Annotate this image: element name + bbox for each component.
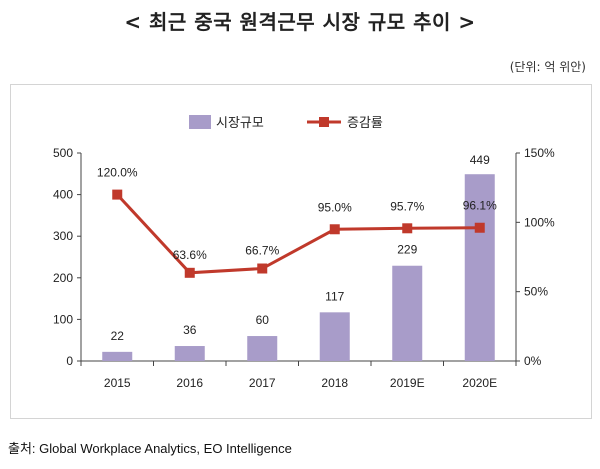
- bar-label: 229: [397, 243, 417, 257]
- bar-label: 117: [325, 289, 344, 303]
- right-tick-label: 50%: [524, 285, 548, 299]
- combo-chart: 시장규모 증감률 0 100 200 300 400 500 0% 50% 100% 150% 2015…: [53, 115, 555, 390]
- left-tick-label: 400: [53, 188, 73, 202]
- bar-2015: [102, 351, 133, 361]
- bar-label: 60: [256, 313, 270, 327]
- growth-point-2019E: [402, 223, 413, 234]
- left-tick-label: 100: [53, 312, 73, 326]
- growth-point-2018: [329, 224, 340, 235]
- x-tick-label: 2016: [176, 376, 203, 390]
- bar-label: 22: [111, 329, 125, 343]
- x-tick-label: 2019E: [390, 376, 425, 390]
- growth-label: 96.1%: [463, 199, 497, 213]
- x-tick-label: 2018: [321, 376, 348, 390]
- bar-2020E: [464, 174, 495, 361]
- left-tick-label: 200: [53, 271, 73, 285]
- x-tick-label: 2015: [104, 376, 131, 390]
- growth-rate-line: [116, 193, 480, 275]
- bar-2017: [247, 336, 278, 361]
- growth-label: 95.7%: [390, 199, 424, 213]
- right-tick-label: 100%: [524, 215, 555, 229]
- legend-bar-swatch: [189, 115, 211, 129]
- chart-frame: 시장규모 증감률 0 100 200 300 400 500 0% 50% 100% 150% 2015…: [10, 84, 592, 419]
- growth-point-2020E: [474, 222, 485, 233]
- left-tick-label: 0: [66, 354, 73, 368]
- source-note: 출처: Global Workplace Analytics, EO Intel…: [8, 441, 292, 456]
- bar-2016: [174, 346, 205, 361]
- right-tick-label: 0%: [524, 354, 542, 368]
- bar-2018: [319, 312, 350, 361]
- x-tick-label: 2017: [249, 376, 276, 390]
- growth-label: 63.6%: [173, 248, 207, 262]
- right-tick-label: 150%: [524, 146, 555, 160]
- growth-label: 66.7%: [245, 244, 279, 258]
- page-title: < 최근 중국 원격근무 시장 규모 추이 >: [124, 10, 476, 34]
- growth-label: 120.0%: [97, 166, 138, 180]
- bar-label: 449: [470, 153, 490, 167]
- left-tick-label: 500: [53, 146, 73, 160]
- growth-point-2016: [184, 267, 195, 278]
- legend-label-market-size: 시장규모: [216, 115, 264, 130]
- growth-label: 95.0%: [318, 200, 352, 214]
- legend-line-marker: [319, 117, 329, 127]
- x-tick-label: 2020E: [462, 376, 497, 390]
- legend-label-growth-rate: 증감률: [347, 115, 383, 130]
- unit-label: (단위: 억 위안): [509, 60, 586, 74]
- left-tick-label: 300: [53, 229, 73, 243]
- growth-point-2015: [112, 189, 123, 200]
- bar-2019E: [392, 265, 423, 361]
- bar-label: 36: [183, 323, 197, 337]
- growth-point-2017: [257, 263, 268, 274]
